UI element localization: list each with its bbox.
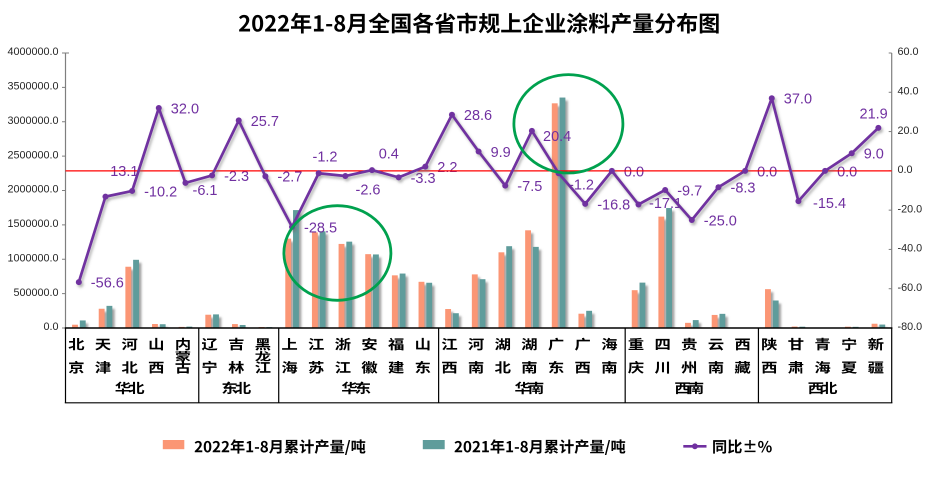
svg-text:1500000.0: 1500000.0 xyxy=(7,218,58,230)
svg-text:-40.0: -40.0 xyxy=(898,243,923,255)
svg-text:0.0: 0.0 xyxy=(898,164,913,176)
svg-text:9.9: 9.9 xyxy=(491,145,511,161)
svg-text:-1.2: -1.2 xyxy=(313,150,338,166)
svg-text:-20.0: -20.0 xyxy=(898,203,923,215)
svg-text:-80.0: -80.0 xyxy=(898,321,923,333)
svg-text:20.4: 20.4 xyxy=(543,129,571,145)
svg-text:37.0: 37.0 xyxy=(784,92,812,108)
svg-text:1000000.0: 1000000.0 xyxy=(7,252,58,264)
svg-text:4000000.0: 4000000.0 xyxy=(7,46,58,58)
svg-text:500000.0: 500000.0 xyxy=(13,287,58,299)
svg-text:3500000.0: 3500000.0 xyxy=(7,81,58,93)
svg-text:-9.7: -9.7 xyxy=(677,183,702,199)
svg-text:-28.5: -28.5 xyxy=(304,220,337,236)
svg-text:9.0: 9.0 xyxy=(864,147,884,163)
svg-text:-3.3: -3.3 xyxy=(411,171,436,187)
svg-text:-6.1: -6.1 xyxy=(193,183,218,199)
svg-text:-7.5: -7.5 xyxy=(517,179,542,195)
svg-text:3000000.0: 3000000.0 xyxy=(7,115,58,127)
svg-text:-16.8: -16.8 xyxy=(597,197,630,213)
svg-text:-2.3: -2.3 xyxy=(224,169,249,185)
svg-text:0.0: 0.0 xyxy=(757,164,777,180)
svg-text:-2.7: -2.7 xyxy=(277,170,302,186)
svg-text:0.4: 0.4 xyxy=(379,147,399,163)
svg-text:-25.0: -25.0 xyxy=(704,214,737,230)
svg-text:0.0: 0.0 xyxy=(43,321,58,333)
svg-text:-8.3: -8.3 xyxy=(731,181,756,197)
svg-text:25.7: 25.7 xyxy=(251,114,279,130)
svg-text:-1.2: -1.2 xyxy=(569,178,594,194)
svg-text:40.0: 40.0 xyxy=(898,85,919,97)
svg-text:-2.6: -2.6 xyxy=(356,182,381,198)
svg-text:20.0: 20.0 xyxy=(898,125,919,137)
svg-text:-10.2: -10.2 xyxy=(144,184,177,200)
svg-text:28.6: 28.6 xyxy=(464,108,492,124)
svg-text:2.2: 2.2 xyxy=(437,160,457,176)
svg-text:-15.4: -15.4 xyxy=(813,196,846,212)
svg-text:2500000.0: 2500000.0 xyxy=(7,149,58,161)
svg-text:0.0: 0.0 xyxy=(624,164,644,180)
svg-text:13.1: 13.1 xyxy=(110,164,138,180)
svg-text:-60.0: -60.0 xyxy=(898,282,923,294)
svg-text:32.0: 32.0 xyxy=(171,102,199,118)
svg-text:-56.6: -56.6 xyxy=(91,276,124,292)
svg-text:0.0: 0.0 xyxy=(837,164,857,180)
svg-text:21.9: 21.9 xyxy=(860,107,888,123)
svg-text:2000000.0: 2000000.0 xyxy=(7,184,58,196)
svg-text:60.0: 60.0 xyxy=(898,46,919,58)
